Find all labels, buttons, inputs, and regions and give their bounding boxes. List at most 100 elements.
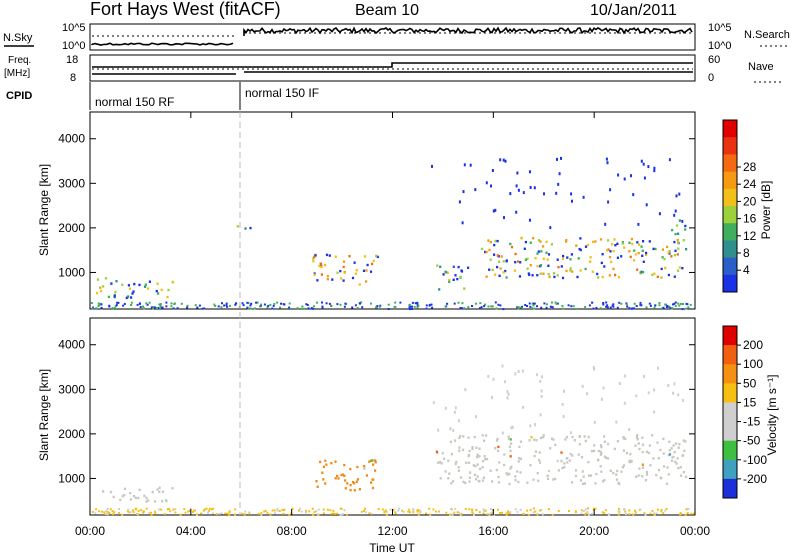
data-cell (579, 248, 582, 252)
ground-scatter-cell (617, 513, 620, 516)
data-cell (664, 266, 667, 270)
data-cell (526, 481, 529, 484)
data-cell (603, 455, 606, 458)
data-cell (569, 258, 572, 261)
sparse-cell (637, 222, 640, 226)
noise-right-tick-bottom: 10^0 (708, 40, 732, 52)
sparse-cell (653, 410, 656, 414)
data-cell (319, 263, 323, 266)
sparse-cell (642, 162, 645, 166)
data-cell (475, 446, 478, 449)
data-cell (435, 450, 438, 453)
sparse-cell (675, 194, 678, 198)
ground-scatter-cell (685, 302, 688, 305)
ground-scatter-cell (459, 307, 462, 309)
data-cell (498, 260, 501, 263)
sparse-cell (511, 425, 514, 429)
ground-scatter-cell (484, 509, 487, 512)
sparse-cell (623, 177, 626, 181)
ground-scatter-cell (519, 508, 522, 511)
sparse-cell (561, 403, 564, 406)
sparse-cell (475, 415, 478, 419)
ground-scatter-cell (208, 509, 210, 512)
ground-scatter-cell (145, 507, 148, 510)
ground-scatter-cell (288, 306, 291, 309)
data-cell (371, 262, 374, 266)
ground-scatter-cell (218, 512, 221, 515)
data-cell (528, 273, 531, 276)
data-cell (507, 435, 510, 439)
ground-scatter-cell (516, 510, 519, 513)
data-cell (651, 434, 654, 437)
ground-scatter-cell (115, 308, 118, 310)
ground-scatter-cell (300, 510, 303, 513)
ground-scatter-cell (360, 510, 363, 513)
data-cell (358, 283, 361, 286)
sparse-cell (444, 406, 447, 410)
ground-scatter-cell (607, 513, 610, 516)
ground-scatter-cell (524, 304, 527, 306)
data-cell (318, 264, 321, 268)
data-cell (678, 442, 681, 446)
sparse-cell (586, 392, 589, 396)
data-cell (599, 444, 603, 447)
data-cell (587, 474, 591, 477)
data-cell (148, 280, 151, 283)
ground-scatter-cell (416, 301, 419, 304)
data-cell (481, 434, 484, 437)
ground-scatter-cell (479, 302, 482, 305)
ground-scatter-cell (456, 511, 459, 514)
ground-scatter-cell (135, 512, 138, 515)
data-cell (459, 275, 462, 279)
data-cell (114, 290, 117, 294)
ground-scatter-cell (170, 305, 173, 308)
data-cell (236, 225, 239, 228)
data-cell (542, 434, 545, 437)
data-cell (484, 457, 487, 461)
data-cell (654, 247, 657, 251)
sparse-cell (501, 364, 504, 368)
velocity-colorbar-label: Velocity [m s⁻¹] (765, 374, 779, 455)
data-cell (447, 477, 450, 480)
data-cell (563, 466, 566, 469)
sparse-cell (563, 389, 565, 393)
data-cell (600, 261, 603, 265)
velocity-y-axis-label: Slant Range [km] (37, 369, 51, 461)
data-cell (682, 471, 685, 474)
colorbar-tick-label: 24 (743, 177, 757, 191)
sparse-cell (628, 428, 631, 431)
velocity-y-ticks: 1000 2000 3000 4000 (58, 338, 695, 485)
data-cell (481, 247, 484, 251)
ground-scatter-cell (499, 304, 502, 307)
ground-scatter-cell (109, 508, 112, 511)
ground-scatter-cell (111, 510, 114, 513)
ground-scatter-cell (672, 303, 674, 306)
data-cell (636, 268, 639, 271)
sparse-cell (529, 424, 532, 428)
data-cell (156, 282, 159, 285)
data-cell (550, 437, 553, 440)
ground-scatter-cell (211, 508, 213, 511)
data-cell (125, 296, 128, 300)
ground-scatter-cell (551, 301, 553, 304)
ground-scatter-cell (376, 305, 379, 308)
data-cell (684, 475, 688, 478)
freq-panel: Freq. [MHz] 18 8 60 0 Nave (4, 54, 784, 84)
data-cell (566, 256, 569, 259)
ground-scatter-cell (580, 509, 583, 512)
data-cell (583, 435, 586, 438)
ground-scatter-cell (105, 509, 108, 512)
data-cell (365, 474, 368, 477)
data-cell (530, 436, 533, 439)
ground-scatter-cell (298, 509, 300, 512)
data-cell (358, 488, 361, 491)
data-cell (171, 487, 174, 490)
ground-scatter-cell (431, 306, 434, 309)
ground-scatter-cell (660, 509, 663, 511)
ground-scatter-cell (617, 510, 620, 513)
ground-scatter-cell (266, 306, 269, 309)
sparse-cell (449, 427, 452, 431)
data-cell (439, 265, 442, 268)
sparse-cell (522, 405, 525, 409)
ground-scatter-cell (506, 511, 509, 514)
